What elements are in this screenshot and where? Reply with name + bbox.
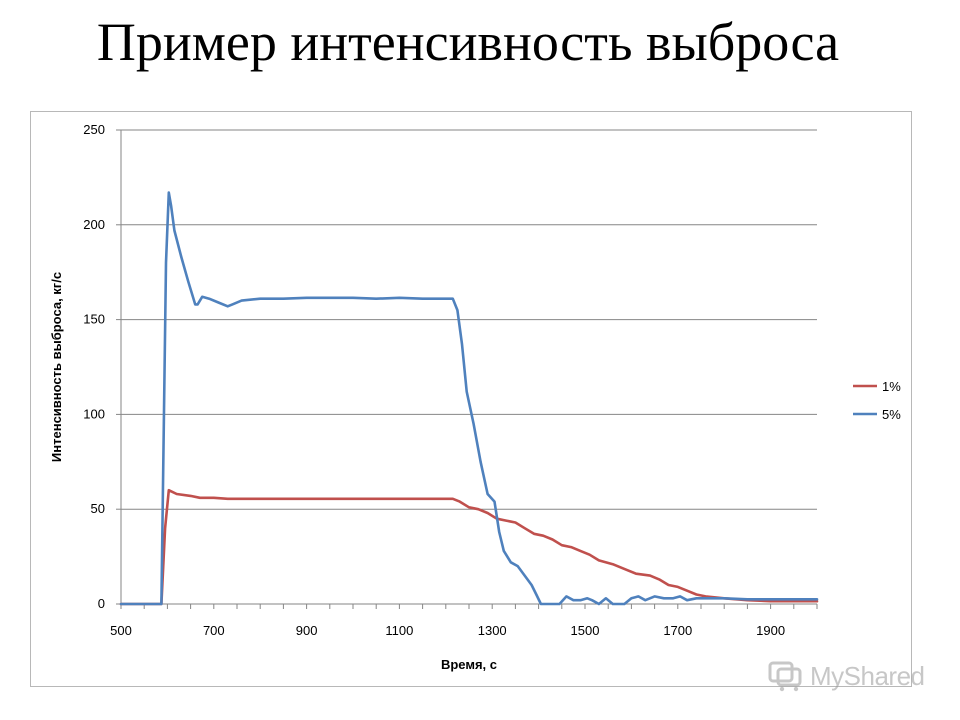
y-tick-label: 150 [83,312,105,327]
slide-title: Пример интенсивность выброса [96,12,840,72]
x-tick-label: 1900 [756,623,785,638]
x-tick-label: 1300 [478,623,507,638]
shopping-cart-icon [768,661,802,692]
axes [116,129,818,609]
line-chart: 0 50 100 150 200 250 500 700 900 1100 1300 1500 1700… [49,122,901,672]
y-tick-label: 50 [91,501,105,516]
x-tick-label: 900 [296,623,318,638]
y-tick-label: 0 [98,596,105,611]
x-tick-label: 1100 [385,623,413,638]
watermark-text: MyShared [810,660,925,691]
x-tick-label: 500 [110,623,132,638]
series-lines [119,191,819,606]
legend: 1% 5% [853,379,901,422]
legend-label: 5% [882,407,901,422]
watermark: MyShared [768,656,928,696]
x-tick-label: 1700 [663,623,692,638]
series-line-1 [119,488,819,606]
x-tick-label: 1500 [571,623,600,638]
legend-label: 1% [882,379,901,394]
x-tick-label: 700 [203,623,225,638]
y-tick-label: 200 [83,217,105,232]
tick-labels: 0 50 100 150 200 250 500 700 900 1100 1300 1500 1700… [83,122,785,638]
grid-lines [121,129,817,510]
series-line-2 [119,191,819,606]
y-tick-label: 100 [83,406,105,421]
chart-frame: 0 50 100 150 200 250 500 700 900 1100 1300 1500 1700… [30,111,912,687]
y-axis-title: Интенсивность выброса, кг/с [49,272,64,462]
x-axis-title: Время, с [441,657,497,672]
y-tick-label: 250 [83,122,105,137]
